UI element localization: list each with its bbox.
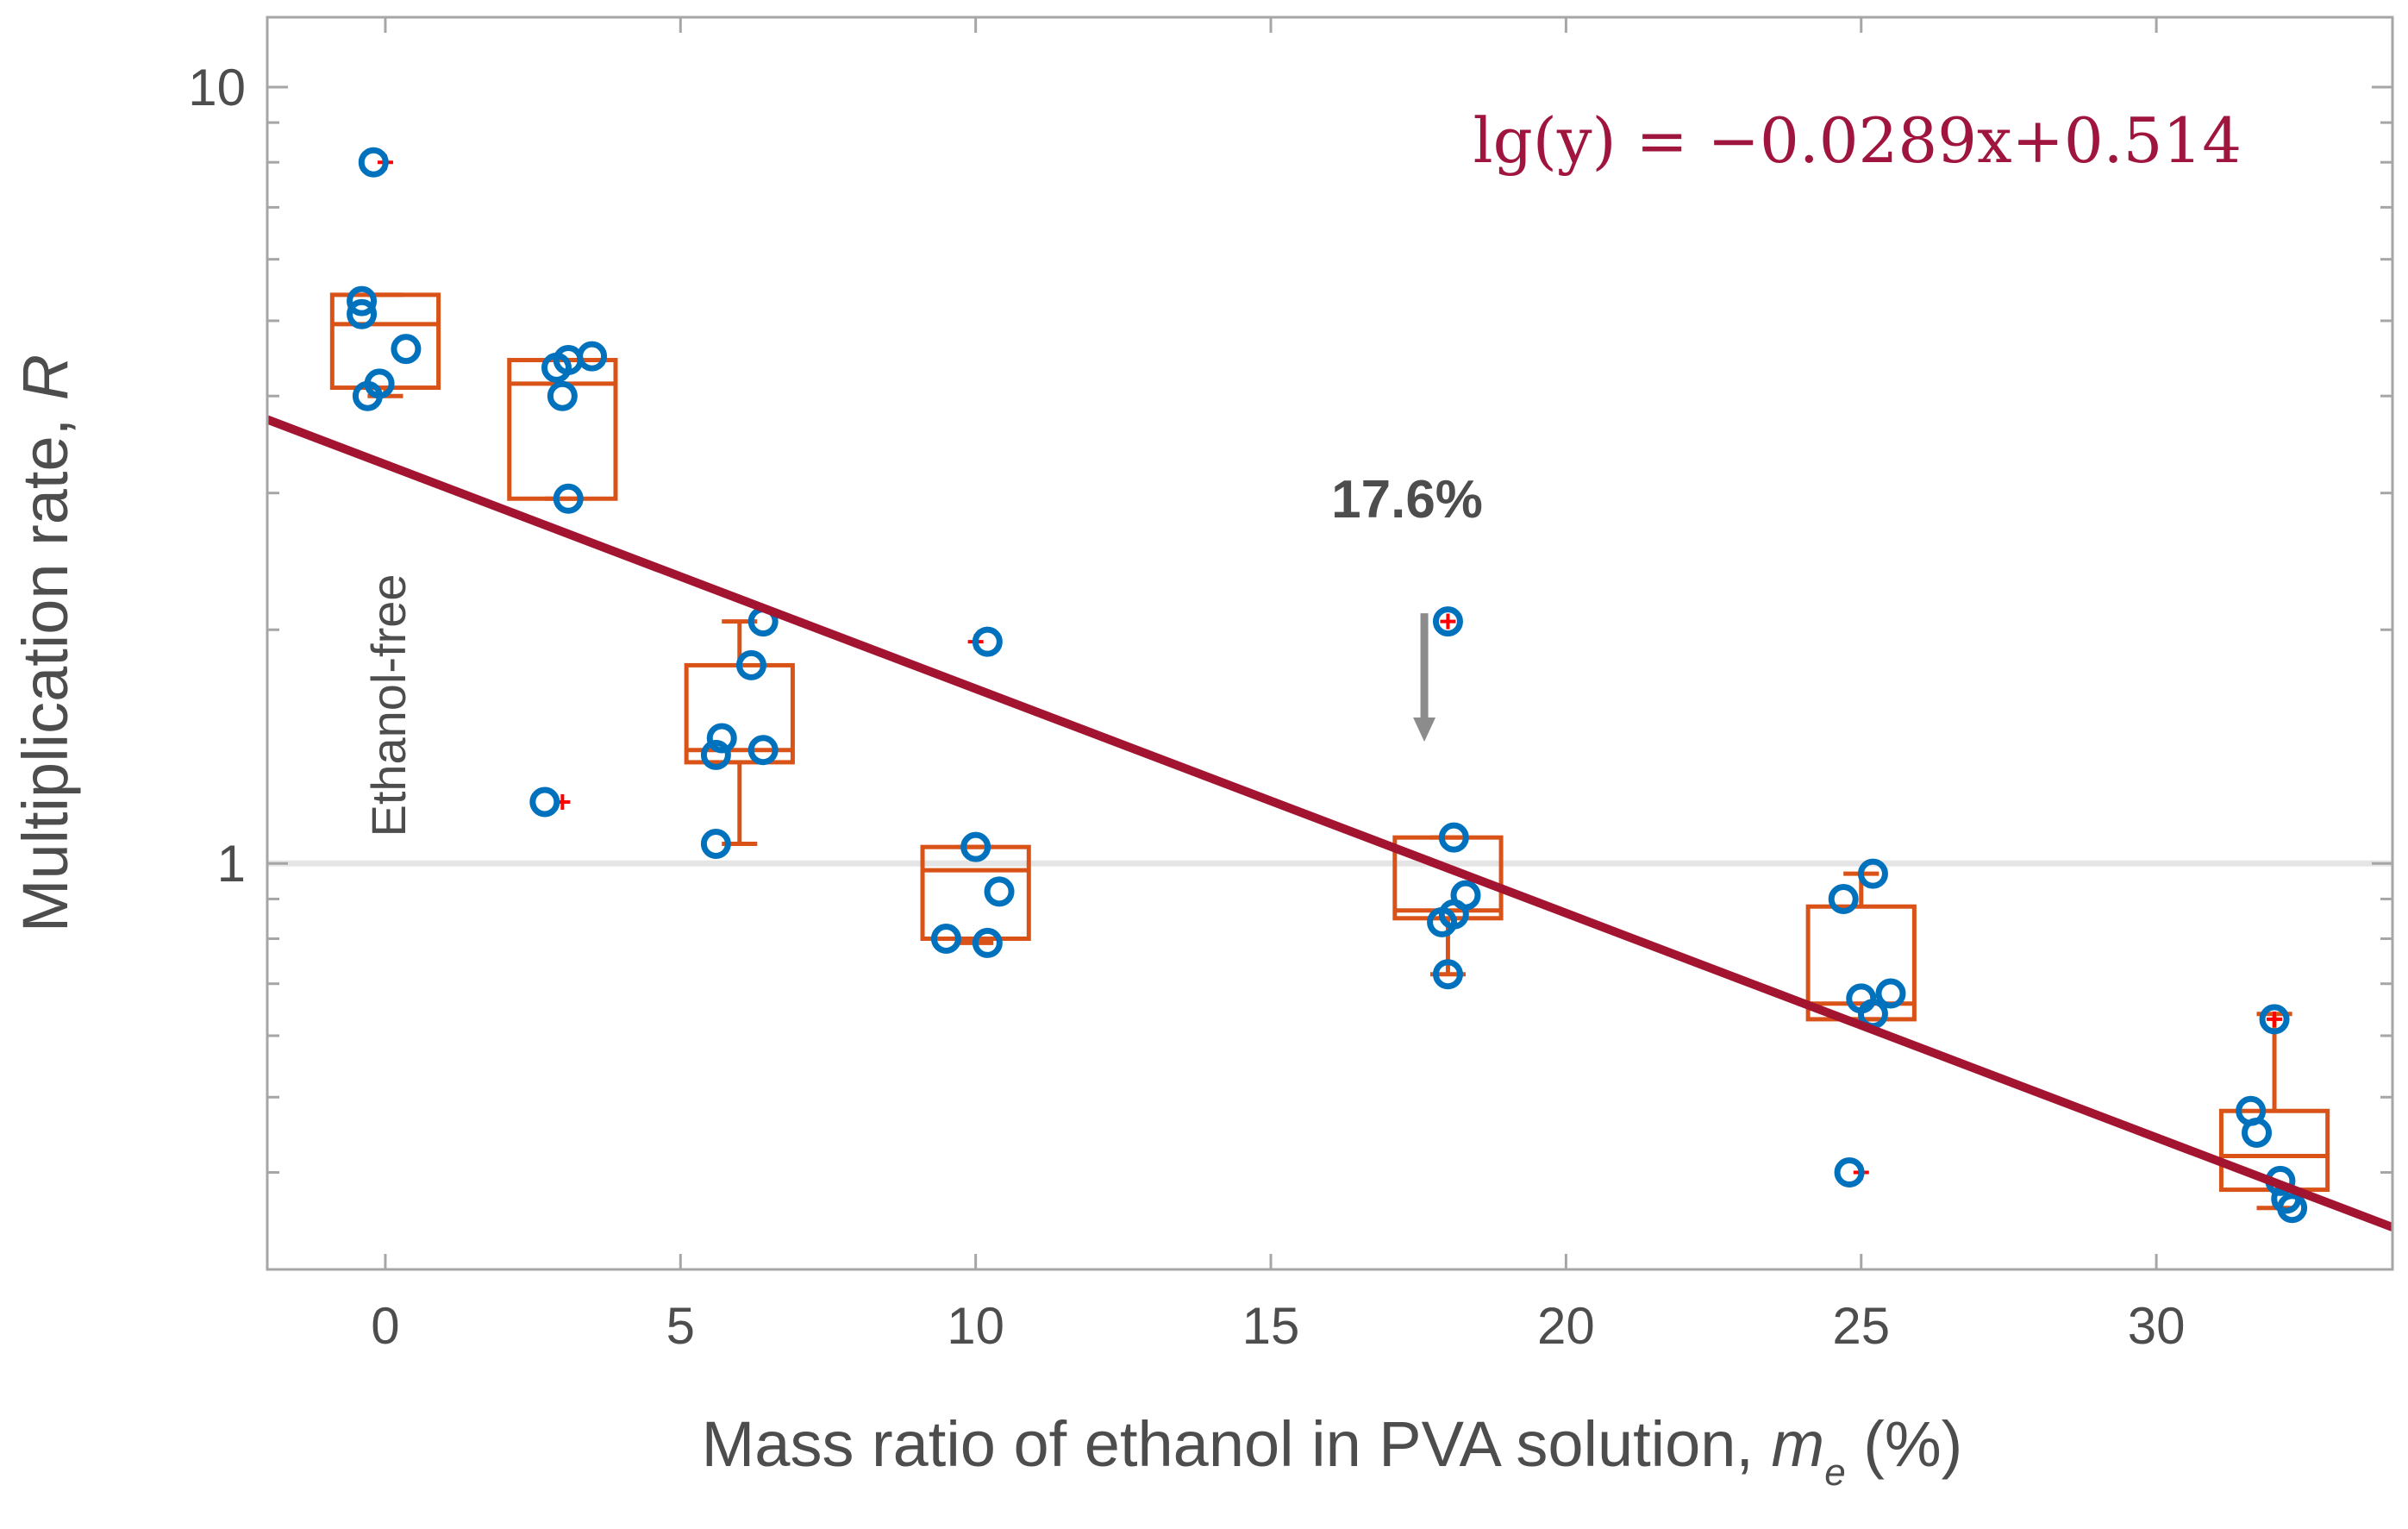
x-axis-label-symbol: m	[1772, 1408, 1825, 1480]
data-point	[1857, 858, 1888, 889]
x-axis-label-unit: (%)	[1846, 1408, 1963, 1480]
data-point	[553, 483, 584, 514]
data-point	[960, 831, 991, 862]
data-point	[347, 285, 378, 316]
x-tick-label: 5	[666, 1297, 695, 1355]
data-point	[541, 352, 572, 383]
x-tick-label: 15	[1242, 1297, 1300, 1355]
box-group	[1392, 613, 1504, 977]
box-group	[507, 358, 618, 810]
ethanol-free-label: Ethanol-free	[361, 573, 416, 837]
box-plots	[329, 154, 2330, 1211]
x-tick-label: 0	[371, 1297, 399, 1355]
data-point	[347, 298, 378, 329]
fit-line	[266, 415, 2394, 1231]
data-point	[1427, 906, 1458, 937]
axes: 0 5 10 15 20 25 30 1 10	[188, 16, 2394, 1355]
x-tick-label: 30	[2128, 1297, 2186, 1355]
data-point	[1438, 822, 1469, 853]
y-axis-label-symbol: R	[9, 354, 81, 400]
y-tick-label: 1	[217, 835, 246, 893]
data-point	[2277, 1193, 2308, 1224]
data-point	[358, 147, 389, 178]
data-point	[547, 380, 578, 411]
data-point	[747, 735, 779, 766]
x-axis-label-text: Mass ratio of ethanol in PVA solution,	[702, 1408, 1772, 1480]
x-axis-label: Mass ratio of ethanol in PVA solution, m…	[702, 1408, 1963, 1494]
data-point	[391, 334, 422, 365]
annotation-arrow	[1413, 613, 1436, 742]
data-point	[735, 649, 766, 680]
data-point	[2259, 1004, 2290, 1035]
data-point	[972, 927, 1003, 958]
x-tick-label: 20	[1537, 1297, 1595, 1355]
data-point	[972, 626, 1003, 657]
x-tick-label: 25	[1832, 1297, 1890, 1355]
data-point	[352, 380, 383, 411]
data-point	[2242, 1117, 2273, 1148]
data-points	[347, 147, 2308, 1224]
data-point	[1828, 883, 1859, 914]
data-point	[700, 828, 731, 859]
y-axis-label-text: Multiplication rate,	[9, 400, 81, 932]
y-tick-label: 10	[188, 59, 246, 116]
data-point	[984, 876, 1015, 907]
box-group	[329, 154, 441, 398]
data-point	[529, 786, 560, 818]
plot-frame	[266, 16, 2394, 1271]
arrow-head	[1413, 717, 1436, 742]
x-axis-label-subscript: e	[1824, 1451, 1845, 1494]
data-point	[1432, 959, 1463, 990]
data-point	[700, 739, 731, 770]
data-point	[1875, 978, 1906, 1009]
reference-layer: Ethanol-free	[267, 573, 2392, 867]
data-point	[1834, 1157, 1865, 1188]
data-point	[1432, 606, 1463, 637]
fit-equation: lg(y) = −0.0289x+0.514	[1473, 104, 2242, 177]
box-group	[684, 619, 795, 846]
data-point	[930, 923, 961, 954]
x-tick-label: 10	[947, 1297, 1004, 1355]
y-axis-label: Multiplication rate, R	[9, 354, 81, 932]
data-point	[706, 723, 737, 754]
data-point	[577, 341, 608, 372]
annotation-label: 17.6%	[1331, 470, 1483, 530]
